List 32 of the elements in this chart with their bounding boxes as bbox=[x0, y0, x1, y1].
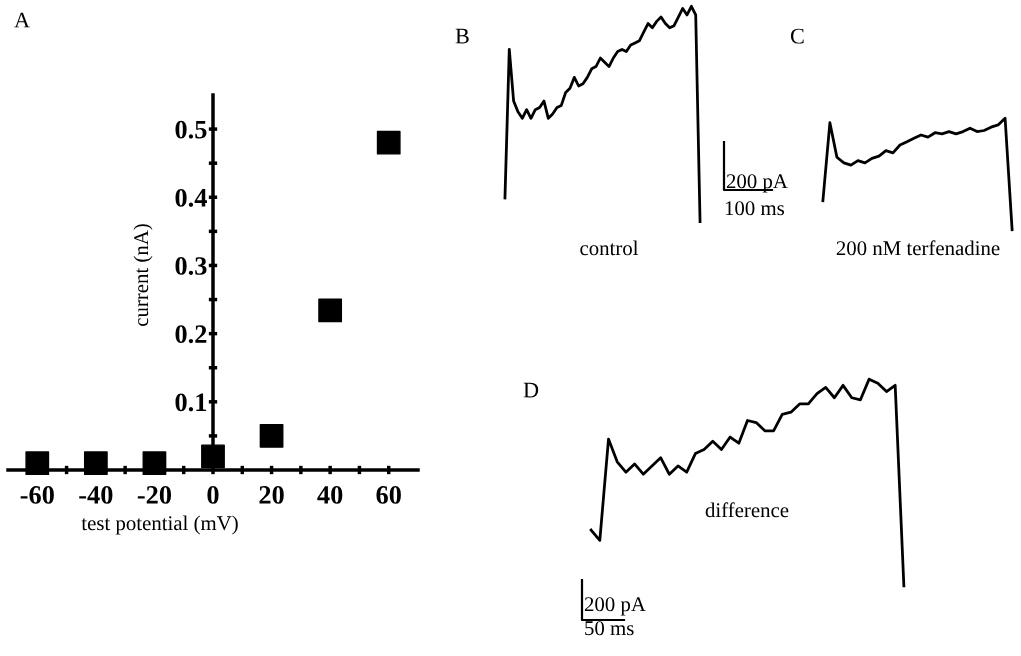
x-tick-label: 0 bbox=[207, 486, 219, 504]
text: 100 ms bbox=[725, 201, 785, 216]
x-tick-label: -20 bbox=[137, 486, 172, 504]
chart-title: A bbox=[14, 12, 30, 28]
point bbox=[25, 451, 50, 476]
y-tick-label: 0.3 bbox=[175, 257, 207, 275]
point bbox=[376, 130, 401, 155]
text: 200 pA bbox=[584, 597, 646, 616]
x-tick-label: -60 bbox=[20, 486, 54, 504]
text: control bbox=[580, 240, 639, 256]
y-tick-label: 0.5 bbox=[175, 120, 207, 139]
text: 200 pA bbox=[726, 174, 788, 193]
chart-title: C bbox=[790, 28, 804, 44]
point bbox=[201, 444, 225, 469]
x-axis-title: test potential (mV) bbox=[81, 515, 238, 535]
text: B bbox=[455, 28, 469, 44]
annotation: difference bbox=[705, 502, 789, 518]
point bbox=[142, 451, 167, 476]
y-tick-label: 0.4 bbox=[175, 188, 207, 207]
text: 200 nM terfenadine bbox=[836, 240, 1000, 256]
x-tick-label: 60 bbox=[376, 486, 401, 504]
point bbox=[318, 298, 343, 323]
x-tick-label: 40 bbox=[317, 486, 343, 504]
y-tick-label: 0.2 bbox=[175, 325, 207, 344]
x-tick-label: -40 bbox=[79, 486, 113, 504]
y-tick-label: 0.1 bbox=[175, 393, 207, 412]
point bbox=[259, 424, 284, 448]
y-axis-title: current (nA) bbox=[133, 224, 153, 326]
chart-title: D bbox=[523, 382, 539, 398]
x-tick-label: 20 bbox=[259, 486, 284, 504]
point bbox=[83, 451, 108, 476]
text: 50 ms bbox=[585, 621, 634, 636]
